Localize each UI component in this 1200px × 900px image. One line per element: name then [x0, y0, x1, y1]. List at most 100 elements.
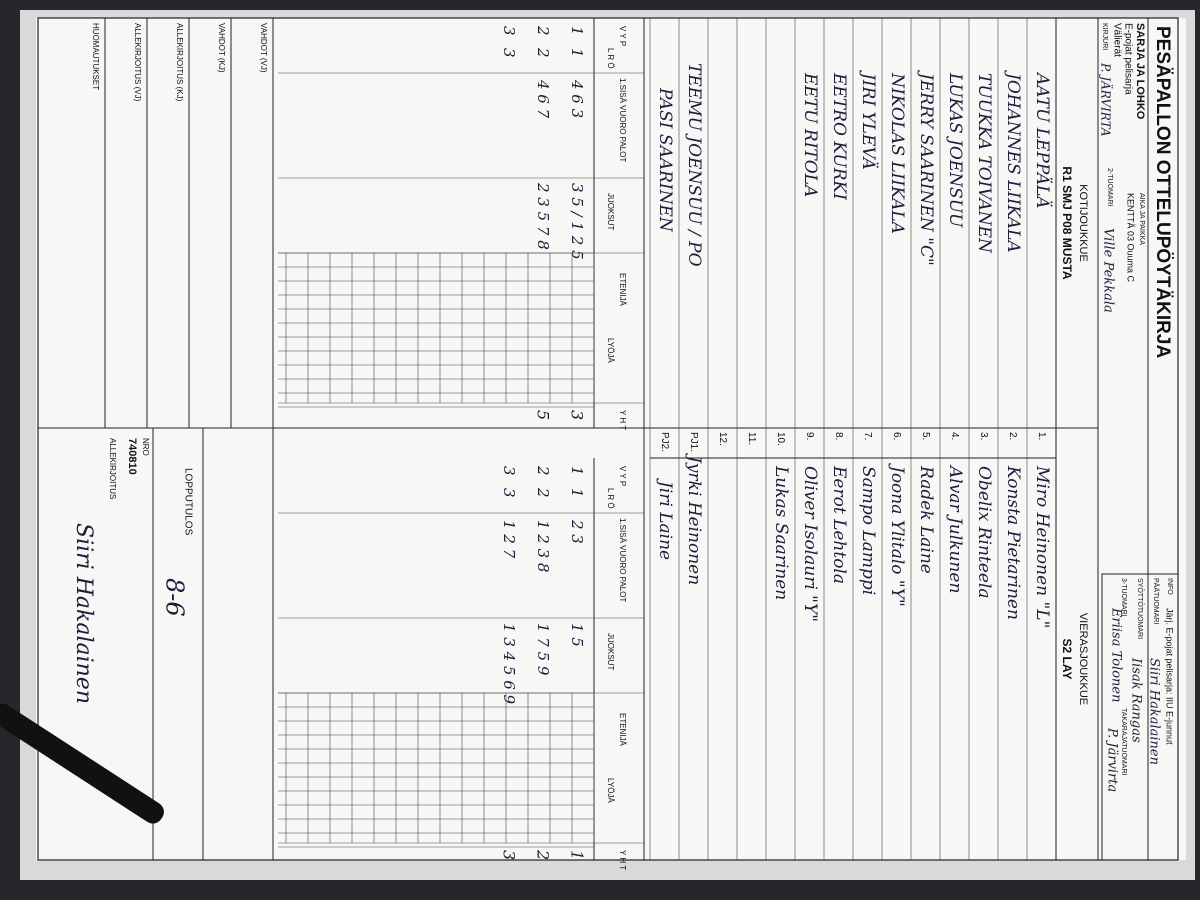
player-name: AATU LEPPÄLÄ [1032, 71, 1053, 209]
innings-entry: 1 [568, 48, 586, 58]
place-label: AIKA JA PAIKKA [1138, 193, 1145, 245]
series-label: SARJA JA LOHKO [1134, 23, 1146, 120]
player-name: EETU RITOLA [800, 72, 820, 197]
innings-header: Y H T [618, 410, 627, 430]
team-name: S2 LAY [1060, 639, 1074, 680]
player-name: JIRI YLEVÄ [858, 70, 879, 170]
player-name: Miro Heinonen "L" [1032, 465, 1052, 628]
innings-entry: 2 3 [568, 519, 586, 544]
coach-name: Jiri Laine [655, 478, 675, 560]
player-name: Joona Ylitalo "Y" [887, 463, 907, 607]
player-name: Konsta Pietarinen [1003, 465, 1023, 620]
info-text: Järj. E-pojat pelisarja: IIU E-junnut [1165, 608, 1175, 745]
official-label: 3-TUOMARI [1120, 578, 1127, 617]
row-number: 4. [949, 432, 960, 440]
signature-label: ALLEKIRJOITUS [108, 438, 117, 499]
row-number: PJ2. [659, 432, 670, 452]
player-name: Eerot Lehtola [829, 465, 849, 584]
innings-entry: 2 [534, 487, 552, 498]
inning-total: 2 [534, 849, 553, 860]
row-number: 6. [891, 432, 902, 440]
player-name: Alvar Julkunen [945, 464, 965, 593]
row-number: 3. [978, 432, 989, 440]
official-name: Eriisa Tolonen [1109, 607, 1124, 703]
innings-header: LYÖJÄ [606, 338, 615, 363]
innings-entry: 3 [500, 48, 518, 58]
innings-entry: 1 2 3 8 [534, 520, 552, 572]
sheet-border [37, 17, 1179, 861]
innings-entry: 4 6 3 [568, 79, 586, 118]
player-name: JOHANNES LIIKALA [1003, 70, 1023, 253]
official-name: Siiri Hakalainen [1147, 658, 1162, 765]
footer-label: HUOMAUTUKSET [91, 23, 100, 90]
innings-entry: 1 3 4 5 6 9 [500, 623, 518, 705]
row-number: 10. [775, 432, 786, 446]
official-label: SYÖTTÖTUOMARI [1136, 578, 1144, 639]
official-label: TAKARAJATUOMARI [1120, 708, 1127, 775]
pen [0, 703, 164, 824]
footer-label: VAHDOT (VJ) [259, 23, 268, 73]
innings-entry: 1 5 [568, 623, 586, 647]
innings-header: 1.SISÄ VUORO PALOT [618, 518, 627, 602]
innings-entry: 3 [500, 26, 518, 36]
footer-label: VAHDOT (KJ) [217, 23, 226, 73]
innings-entry: 2 [534, 465, 552, 476]
innings-header: 1.SISÄ VUORO PALOT [618, 78, 627, 162]
paper [36, 18, 1186, 860]
match-number: 740810 [126, 438, 138, 475]
row-number: 9. [804, 432, 815, 440]
coach-name: TEEMU JOENSUU / PO [684, 63, 704, 267]
coach-name: Jyrki Heinonen [684, 453, 704, 585]
series: E-pojat pelisarja [1122, 23, 1133, 95]
player-name: Obelix Rinteela [974, 466, 994, 598]
innings-entry: 3 [500, 466, 518, 476]
innings-entry: 3 5 / 1 2 5 [568, 183, 586, 260]
row-number: 7. [862, 432, 873, 440]
row-number: 1. [1036, 432, 1047, 440]
innings-header: ETENIJÄ [618, 713, 627, 747]
row-number: 2. [1007, 432, 1018, 440]
info-label: INFO [1166, 578, 1173, 595]
innings-header: L R Ö [606, 48, 615, 69]
innings-header: V Y P [618, 466, 627, 486]
scorer: P. JÄRVIRTA [1099, 62, 1115, 137]
innings-entry: 2 3 5 7 8 [534, 182, 552, 250]
player-name: Sampo Lamppi [858, 466, 878, 595]
player-name: TUUKKA TOIVANEN [974, 73, 994, 254]
innings-entry: 1 7 5 9 [534, 623, 552, 676]
official-name: Ville Pekkala [1101, 228, 1116, 313]
innings-entry: 1 2 7 [500, 520, 518, 559]
player-name: NIKOLAS LIIKALA [887, 72, 907, 234]
official-label: PÄÄTUOMARI [1152, 578, 1160, 624]
player-name: Oliver Isolauri "Y" [800, 466, 820, 622]
footer-label: ALLEKIRJOITUS (VJ) [133, 23, 142, 102]
inning-total: 1 [568, 850, 587, 860]
official-name: Iisak Rangas [1129, 657, 1144, 743]
inning-total: 5 [534, 410, 553, 420]
final-score: 8-6 [161, 578, 189, 617]
player-name: Lukas Saarinen [771, 465, 791, 600]
inning-total: 3 [568, 410, 587, 420]
innings-header: JUOKSUT [606, 633, 615, 670]
innings-entry: 2 [534, 25, 552, 36]
team-name: R1 SMJ P08 MUSTA [1060, 166, 1074, 279]
player-name: Radek Laine [916, 465, 936, 574]
innings-header: JUOKSUT [606, 193, 615, 230]
row-number: PJ1. [688, 432, 699, 452]
innings-entry: 4 6 7 [534, 79, 552, 119]
player-name: JERRY SAARINEN "C" [916, 70, 936, 266]
player-name: EETRO KURKI [829, 72, 849, 200]
innings-entry: 1 [568, 26, 586, 36]
result-label: LOPPUTULOS [182, 468, 193, 536]
team-label: VIERASJOUKKUE [1077, 613, 1089, 705]
title: PESÄPALLON OTTELUPÖYTÄKIRJA [1152, 26, 1173, 358]
innings-header: V Y P [618, 26, 627, 46]
row-number: 8. [833, 432, 844, 440]
place: KENTTÄ 03 Ouuma C [1126, 193, 1136, 283]
scorer-label: KIRJURI [1101, 23, 1108, 50]
player-name: LUKAS JOENSUU [945, 72, 965, 228]
row-number: 12. [717, 432, 728, 446]
innings-entry: 1 [568, 488, 586, 498]
